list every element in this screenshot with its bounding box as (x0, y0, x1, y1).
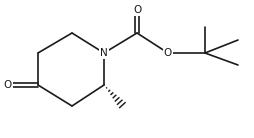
Text: N: N (100, 48, 108, 58)
Text: O: O (133, 5, 141, 15)
Text: O: O (4, 80, 12, 90)
Text: O: O (164, 48, 172, 58)
